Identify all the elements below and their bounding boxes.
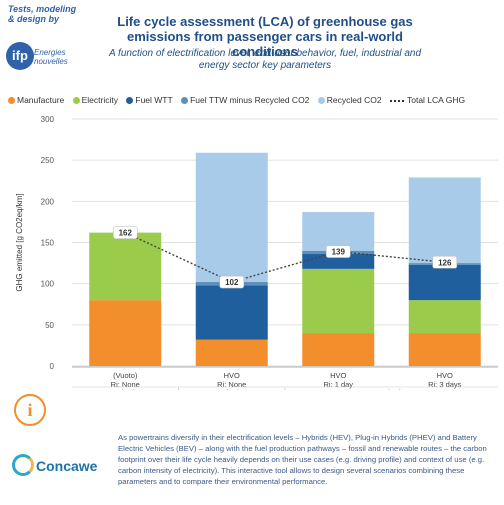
total-label-0: 162 xyxy=(119,229,133,238)
ifp-logo-name: Energies nouvelles xyxy=(34,48,68,66)
legend-fuel-wtt-swatch xyxy=(126,97,134,105)
chart-legend: Manufacture Electricity Fuel WTT Fuel TT… xyxy=(8,95,504,105)
concawe-logo-text: Concawe xyxy=(36,458,98,474)
tests-line-1: Tests, modeling xyxy=(8,4,77,14)
ghg-stacked-bar-chart: 0 50 100 150 200 250 300 GHG emitted [g CO2eq/k… xyxy=(15,115,498,390)
legend-fuel-wtt-label: Fuel WTT xyxy=(135,95,173,105)
legend-fuel-ttw[interactable]: Fuel TTW minus Recycled CO2 xyxy=(181,95,309,105)
legend-manufacture[interactable]: Manufacture xyxy=(8,95,64,105)
x-category-label-2: HVO xyxy=(330,371,346,380)
bar-manufacture-1 xyxy=(195,339,268,366)
bar-manufacture-2 xyxy=(302,333,375,366)
legend-electricity[interactable]: Electricity xyxy=(72,95,118,105)
bar-recycled-co2-2 xyxy=(302,212,375,251)
y-tick-label-0: 0 xyxy=(50,362,55,371)
total-label-box-0 xyxy=(112,226,138,239)
bar-manufacture-0 xyxy=(89,300,162,366)
tests-modeling-label: Tests, modeling & design by xyxy=(8,4,76,24)
concawe-logo: Concawe xyxy=(12,452,97,482)
legend-total-lca-swatch xyxy=(389,99,404,102)
legend-electricity-label: Electricity xyxy=(81,95,118,105)
y-tick-label-3: 150 xyxy=(41,239,55,248)
legend-manufacture-swatch xyxy=(8,97,15,105)
legend-electricity-swatch xyxy=(72,97,80,105)
x-subcategory-label-1: Ri: None xyxy=(217,380,246,389)
ifp-logo-name-line-2: nouvelles xyxy=(34,57,68,66)
battery-label-0: 60kWh xyxy=(114,388,137,390)
x-category-label-0: (Vuoto) xyxy=(113,371,138,380)
total-label-3: 126 xyxy=(438,258,452,267)
x-subcategory-label-0: Ri: None xyxy=(111,380,140,389)
bar-electricity-3 xyxy=(408,300,481,334)
x-category-label-3: HVO xyxy=(437,371,453,380)
legend-fuel-ttw-swatch xyxy=(181,97,189,105)
x-category-label-1: HVO xyxy=(224,371,240,380)
legend-total-lca[interactable]: Total LCA GHG xyxy=(389,95,466,105)
total-label-2: 139 xyxy=(332,248,346,257)
y-tick-label-5: 250 xyxy=(41,156,55,165)
bar-fuel-wtt-1 xyxy=(195,285,268,340)
y-axis-label: GHG emitted [g CO2eq/km] xyxy=(15,193,24,291)
legend-recycled-co2-swatch xyxy=(317,97,325,105)
legend-manufacture-label: Manufacture xyxy=(17,95,65,105)
ifp-logo: ifp Energies nouvelles xyxy=(6,40,68,74)
bar-recycled-co2-1 xyxy=(195,152,268,283)
legend-total-lca-label: Total LCA GHG xyxy=(406,95,466,105)
bar-electricity-0 xyxy=(89,232,162,301)
y-tick-label-2: 100 xyxy=(41,280,55,289)
x-subcategory-label-3: Ri: 3 days xyxy=(428,380,462,389)
y-tick-label-6: 300 xyxy=(41,115,55,124)
total-lca-line xyxy=(124,231,445,283)
bar-recycled-co2-3 xyxy=(408,177,481,264)
tests-line-2: & design by xyxy=(8,14,60,24)
battery-label-1: 2kWh xyxy=(222,388,241,390)
total-label-box-3 xyxy=(432,255,458,269)
total-label-box-2 xyxy=(325,245,351,258)
y-tick-label-4: 200 xyxy=(41,197,55,206)
ifp-logo-name-line-1: Energies xyxy=(34,48,66,57)
bar-manufacture-3 xyxy=(408,333,481,366)
legend-fuel-ttw-label: Fuel TTW minus Recycled CO2 xyxy=(190,95,310,105)
legend-recycled-co2[interactable]: Recycled CO2 xyxy=(317,95,382,105)
battery-label-2: 15kWh xyxy=(380,388,403,390)
chart-title: Life cycle assessment (LCA) of greenhous… xyxy=(117,14,413,59)
legend-recycled-co2-label: Recycled CO2 xyxy=(326,95,382,105)
y-tick-label-1: 50 xyxy=(45,321,54,330)
info-icon[interactable]: i xyxy=(14,394,46,426)
bar-fuel-wtt-2 xyxy=(302,254,375,269)
bar-fuel-wtt-3 xyxy=(408,264,481,301)
chart-subtitle: A function of electrification level, end… xyxy=(108,48,422,71)
concawe-swirl-icon xyxy=(12,454,34,476)
bar-electricity-2 xyxy=(302,268,375,334)
total-label-1: 102 xyxy=(225,278,239,287)
description-text: As powertrains diversify in their electr… xyxy=(118,433,487,486)
legend-fuel-wtt[interactable]: Fuel WTT xyxy=(126,95,173,105)
x-subcategory-label-2: Ri: 1 day xyxy=(323,380,353,389)
total-label-box-1 xyxy=(219,275,245,289)
ifp-logo-mark: ifp xyxy=(6,42,34,70)
